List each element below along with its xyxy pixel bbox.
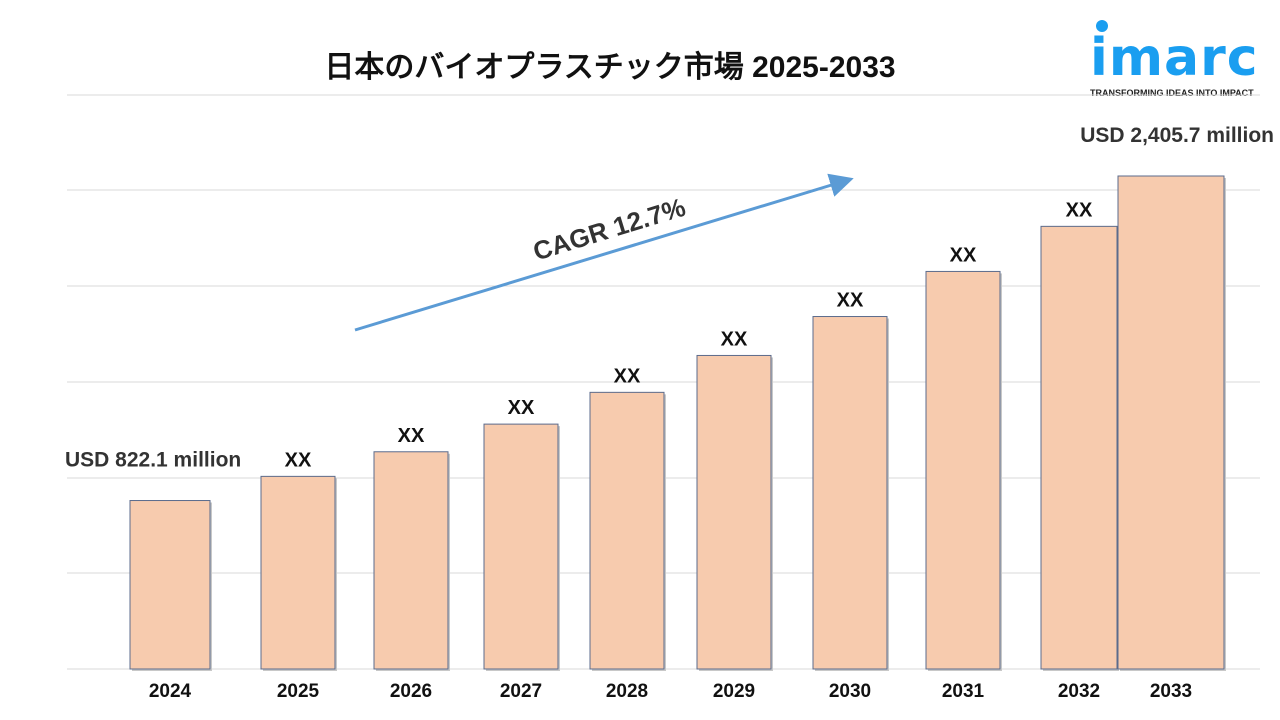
chart-title: 日本のバイオプラスチック市場 2025-2033 [324,51,896,84]
x-tick-label: 2024 [149,681,192,702]
x-tick-label: 2033 [1150,681,1192,702]
data-label: XX [398,425,425,447]
bar-2032 [1040,225,1118,670]
data-label: USD 2,405.7 million [1080,124,1274,147]
bar-2024 [129,500,211,670]
x-tick-label: 2026 [390,681,432,702]
data-label: USD 822.1 million [65,449,241,472]
data-label: XX [508,397,535,419]
data-label: XX [1066,199,1093,221]
x-tick-label: 2029 [713,681,755,702]
bar-2026 [373,451,449,670]
bar-2029 [696,354,772,670]
data-label: XX [285,449,312,471]
bar-2030 [812,316,888,670]
bar-2028 [589,391,665,670]
logo-dot [1096,20,1108,32]
data-label: XX [721,328,748,350]
data-label: XX [950,244,977,266]
x-tick-label: 2025 [277,681,320,702]
bar-2033 [1117,175,1225,670]
x-tick-label: 2027 [500,681,542,702]
bar-2027 [483,423,559,670]
bar-2031 [925,270,1001,670]
data-label: XX [837,290,864,312]
bar-2025 [260,475,336,670]
logo-tagline: TRANSFORMING IDEAS INTO IMPACT [1090,88,1254,98]
data-label: XX [614,365,641,387]
cagr-label: CAGR 12.7% [529,192,688,267]
imarc-logo: imarc TRANSFORMING IDEAS INTO IMPACT [1090,20,1270,98]
x-tick-label: 2031 [942,681,985,702]
cagr-arrow [354,173,854,332]
logo-word: imarc [1090,28,1259,88]
x-tick-label: 2030 [829,681,871,702]
x-tick-label: 2028 [606,681,648,702]
x-tick-label: 2032 [1058,681,1100,702]
